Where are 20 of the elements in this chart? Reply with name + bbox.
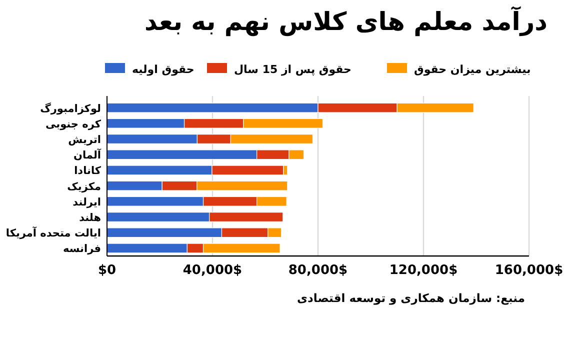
text: منبع: سازمان همکاری و توسعه اقتصادی [296, 291, 525, 305]
legend-label: حقوق اولیه [132, 63, 194, 76]
y-tick-label: اتریش [68, 134, 101, 146]
x-tick-label: 40,000$ [182, 263, 242, 278]
legend-label: حقوق پس از 15 سال [234, 63, 352, 76]
y-tick-label: آلمان [74, 148, 102, 162]
y-tick-label: ایرلند [72, 196, 101, 208]
x-tick-label: 80,000$ [288, 263, 348, 278]
x-tick-label: 160,000$ [494, 263, 564, 278]
x-tick-label: $0 [98, 263, 116, 278]
chart-title: درآمد معلم های کلاس نهم به بعد [144, 6, 548, 37]
y-tick-label: هلند [79, 212, 101, 224]
x-tick-label: 120,000$ [389, 263, 458, 278]
y-tick-label: کره جنوبی [46, 118, 102, 130]
y-tick-label: لوکزامبورگ [40, 102, 102, 115]
y-tick-label: فرانسه [62, 243, 102, 256]
y-tick-label: کانادا [74, 165, 102, 178]
y-tick-label: مکزیک [67, 180, 101, 193]
legend-label: بیشترین میزان حقوق [414, 63, 531, 76]
y-tick-label: ایالت متحده آمریکا [6, 226, 101, 240]
